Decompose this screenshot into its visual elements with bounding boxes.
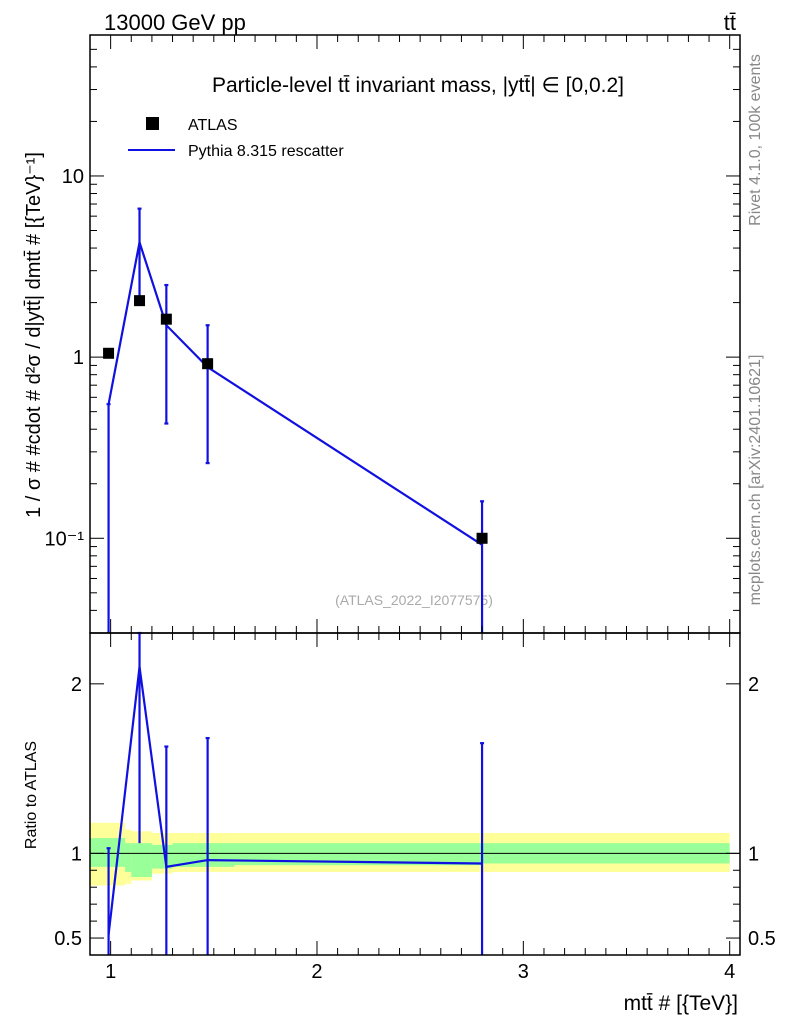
ratio-y-tick-label: 0.5	[54, 928, 82, 950]
plot-title: Particle-level tt̄ invariant mass, |ytt̄…	[212, 74, 624, 97]
ratio-frame	[89, 632, 741, 956]
legend-data-marker	[146, 117, 159, 130]
legend-mc-label: Pythia 8.315 rescatter	[188, 143, 344, 160]
ratio-y-tick-label: 2	[71, 674, 82, 696]
ratio-y-axis-label: Ratio to ATLAS	[23, 741, 40, 849]
ratio-y-ticks: 2 2 1 1 0.5 0.5	[54, 674, 776, 950]
mc-ratio-line	[107, 666, 483, 935]
y-tick-label: 10⁻¹	[45, 528, 85, 550]
legend: ATLAS Pythia 8.315 rescatter	[128, 117, 344, 160]
ratio-y-tick-label-right: 1	[748, 843, 759, 865]
legend-data-label: ATLAS	[188, 117, 238, 134]
main-y-ticks: 10 1 10⁻¹	[45, 34, 740, 634]
x-axis-label: mtt̄ # [{TeV}]	[624, 992, 738, 1015]
atlas-data-point	[134, 295, 146, 307]
rivet-version-label: Rivet 4.1.0, 100k events	[747, 54, 764, 226]
y-tick-label: 1	[73, 347, 84, 369]
ratio-y-tick-label-right: 2	[748, 674, 759, 696]
inner-uncertainty-band	[234, 843, 483, 866]
atlas-data-point	[476, 532, 488, 544]
x-axis-ticks: 1 2 3 4	[105, 35, 735, 983]
source-label: mcplots.cern.ch [arXiv:2401.10621]	[747, 355, 764, 606]
x-tick-label: 1	[105, 961, 116, 983]
inner-uncertainty-band	[151, 844, 173, 869]
y-tick-label: 10	[62, 166, 84, 188]
ratio-marks	[106, 631, 485, 955]
ratio-y-tick-label-right: 0.5	[748, 928, 776, 950]
energy-label: 13000 GeV pp	[104, 10, 246, 35]
process-label: tt̄	[724, 10, 736, 35]
ratio-panel: 2 2 1 1 0.5 0.5 1 2 3 4 Ratio to ATLAS mtt̄ # [{…	[23, 35, 776, 1015]
ratio-y-tick-label: 1	[71, 843, 82, 865]
mc-series-line	[107, 242, 483, 546]
main-panel: Particle-level tt̄ invariant mass, |ytt̄…	[23, 34, 741, 634]
x-tick-label: 4	[724, 961, 735, 983]
inner-uncertainty-band	[131, 843, 152, 878]
inner-uncertainty-band	[125, 843, 132, 872]
analysis-watermark: (ATLAS_2022_I2077575)	[335, 592, 493, 608]
x-tick-label: 3	[518, 961, 529, 983]
ratio-uncertainty-bands	[90, 822, 740, 886]
y-axis-label: 1 / σ # #cdot # d²σ / d|ytt̄| dmtt̄ # [{…	[23, 152, 45, 518]
main-data-marks	[103, 207, 488, 633]
atlas-data-point	[103, 347, 115, 359]
x-tick-label: 2	[311, 961, 322, 983]
atlas-data-point	[160, 313, 172, 325]
atlas-data-point	[202, 358, 214, 370]
